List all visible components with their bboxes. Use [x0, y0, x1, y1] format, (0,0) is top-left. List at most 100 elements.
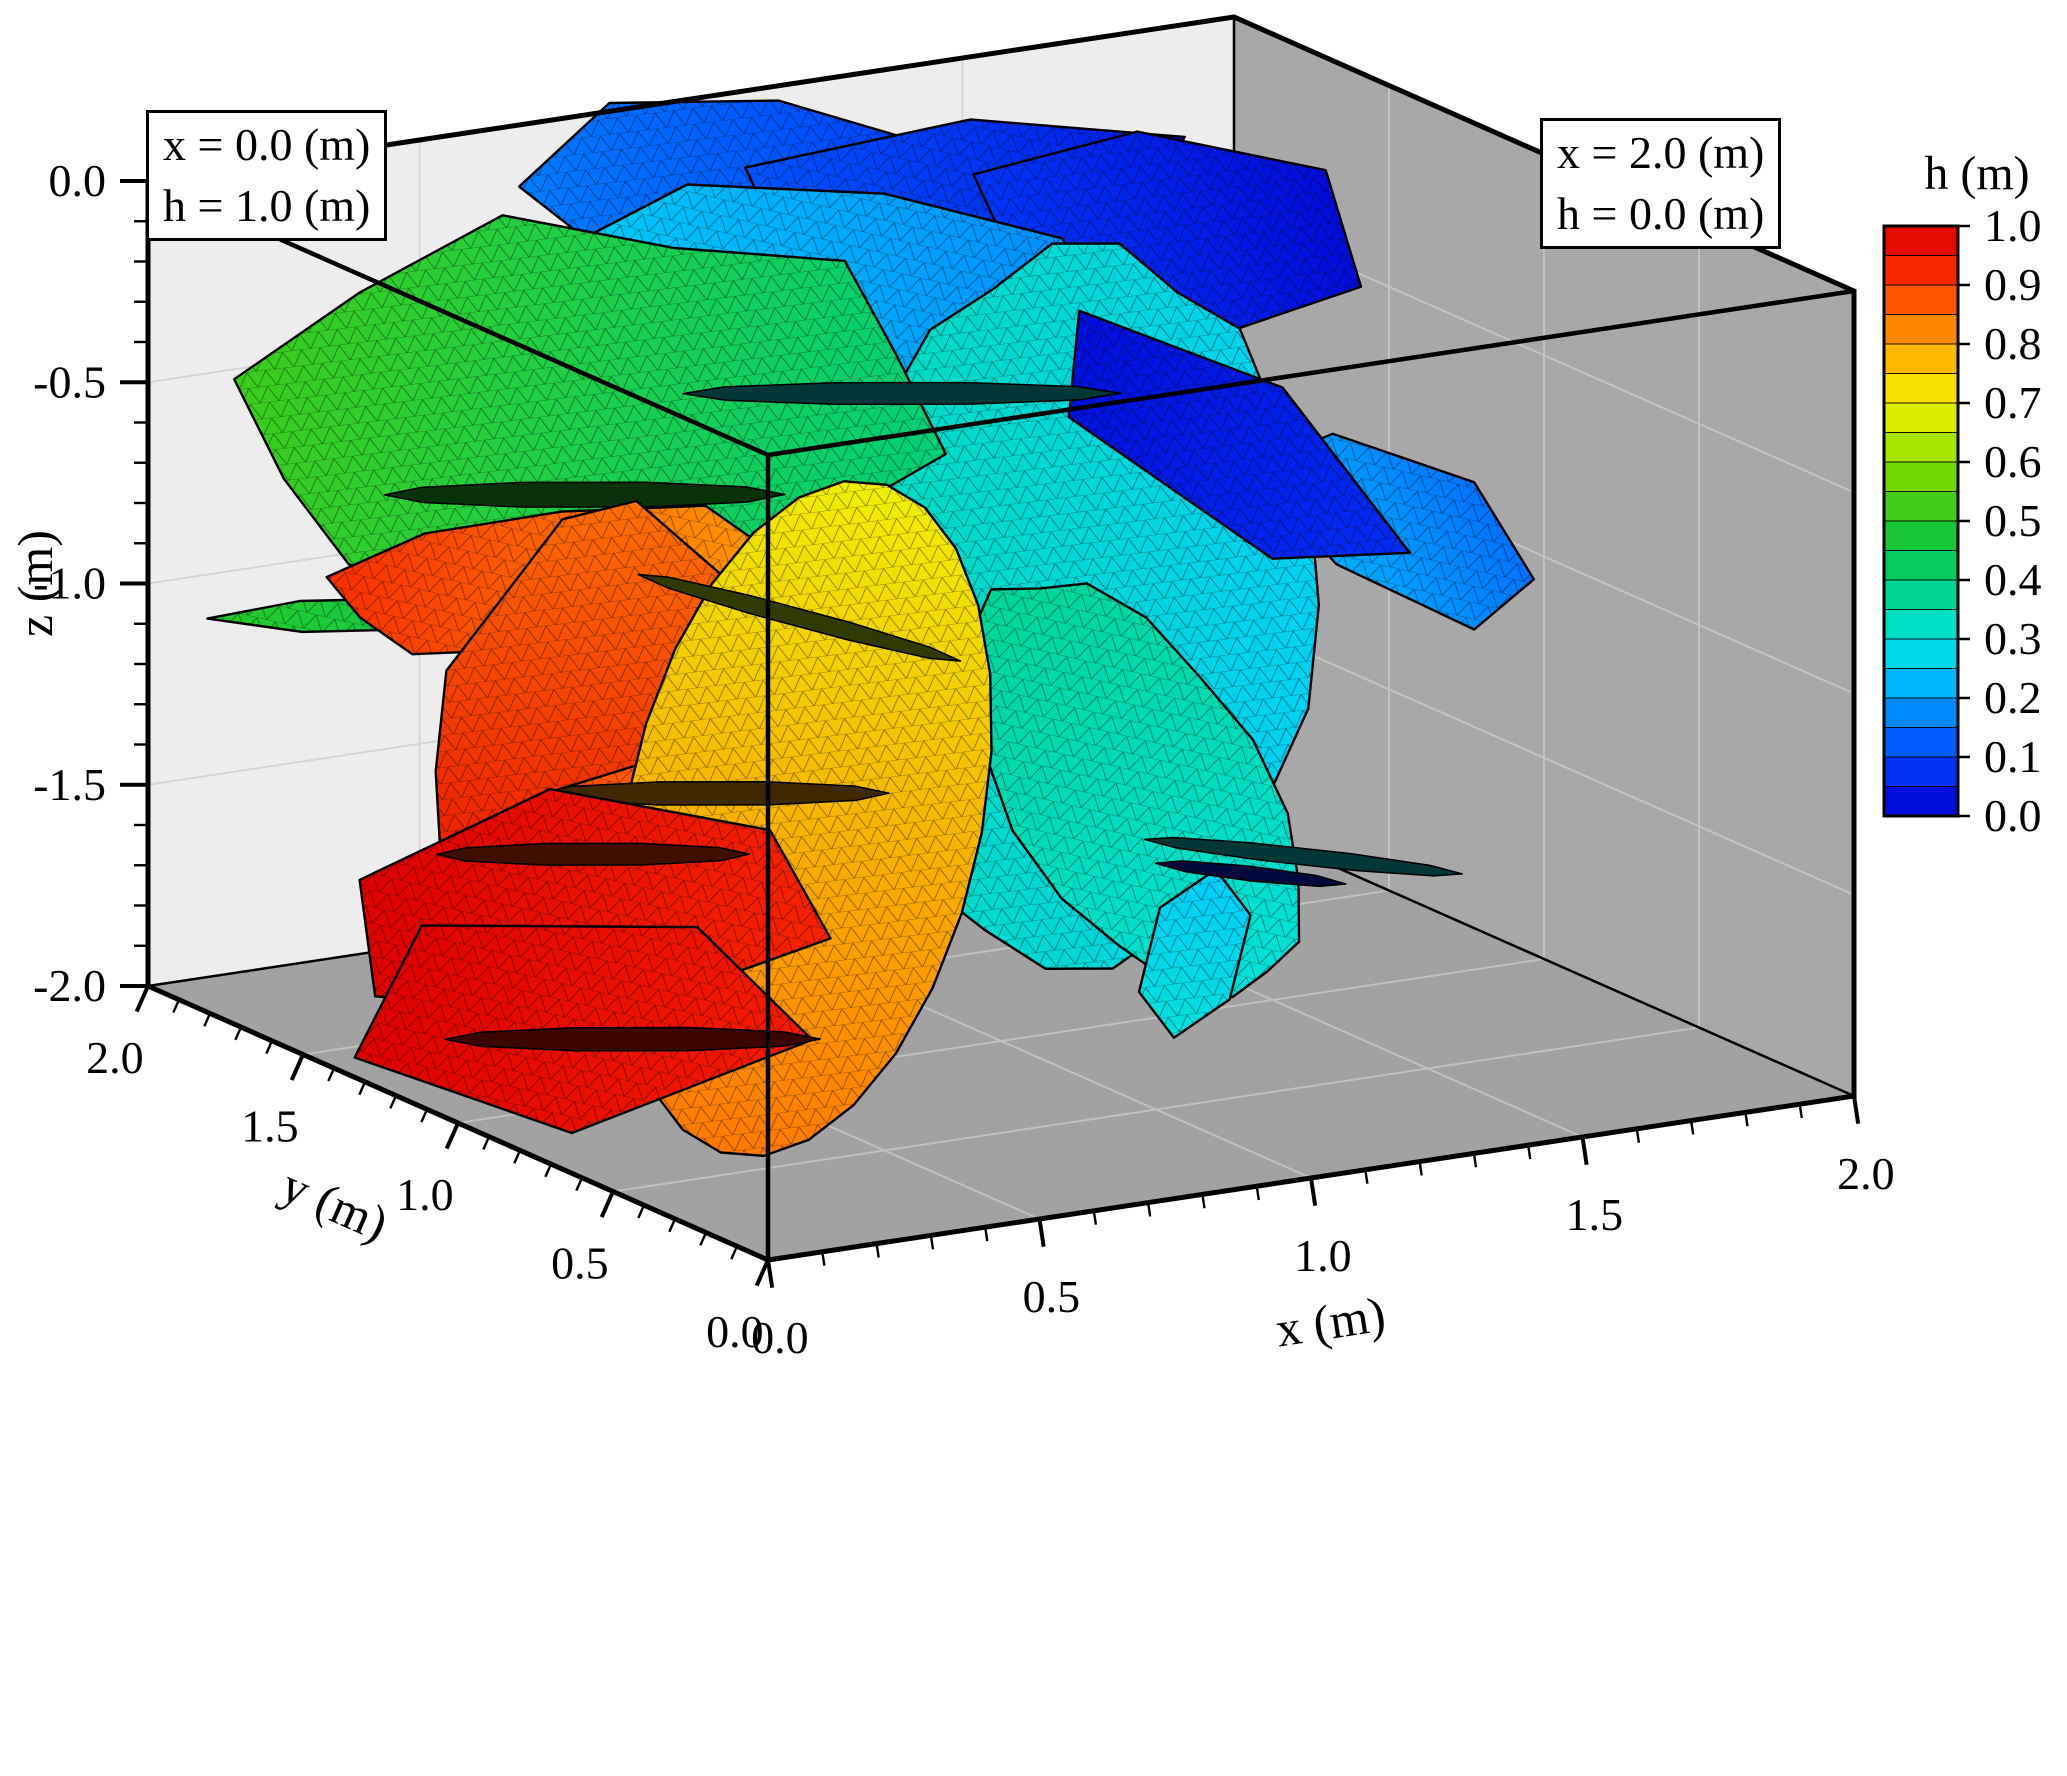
- y-axis-tick: [203, 1012, 212, 1027]
- colorbar-tick-label: 0.3: [1984, 613, 2042, 664]
- fracture-sliver-top: [383, 481, 786, 508]
- x-axis-tick: [1527, 1145, 1532, 1160]
- y-axis-tick-label: 0.0: [706, 1306, 764, 1357]
- x-axis-tick: [1852, 1095, 1861, 1124]
- colorbar-tick-label: 0.1: [1984, 731, 2042, 782]
- fracture-cyan-small-bottom: [1137, 868, 1252, 1039]
- x-axis-tick: [1146, 1202, 1152, 1217]
- x-axis-tick-label: 1.5: [1566, 1189, 1624, 1240]
- x-axis-tick: [1092, 1210, 1098, 1225]
- z-axis-tick-label: -1.5: [33, 759, 106, 810]
- x-axis-title: x (m): [1272, 1286, 1389, 1358]
- colorbar-band: [1883, 491, 1959, 523]
- x-axis-tick: [1689, 1120, 1695, 1135]
- x-axis-tick: [1309, 1177, 1318, 1206]
- y-axis-tick: [637, 1204, 646, 1219]
- annotation-line-h: h = 0.0 (m): [1557, 187, 1765, 239]
- x-axis-tick: [766, 1259, 775, 1288]
- x-axis-tick: [1580, 1136, 1589, 1165]
- y-axis-tick: [358, 1081, 367, 1096]
- x-axis-tick-label: 0.5: [1023, 1271, 1081, 1322]
- colorbar-band: [1883, 579, 1959, 611]
- x-axis-tick: [1255, 1186, 1260, 1201]
- y-axis-tick: [544, 1163, 553, 1178]
- colorbar-title: h (m): [1924, 147, 2030, 200]
- colorbar-band: [1883, 727, 1959, 759]
- fracture-sliver-mid2: [436, 842, 751, 866]
- x-axis-tick-label: 1.0: [1294, 1230, 1352, 1281]
- y-axis-tick: [420, 1108, 429, 1123]
- fracture-sliver-low: [444, 1026, 821, 1052]
- annotation-outlet-boundary: x = 2.0 (m) h = 0.0 (m): [1540, 118, 1782, 250]
- fracture-sliver-upper-mid: [682, 381, 1122, 406]
- x-axis-tick: [875, 1243, 880, 1258]
- colorbar: 1.0 0.9 0.8 0.7 0.6 0.5 0.4 0.3 0.2 0.1 0.0: [1882, 200, 2042, 841]
- colorbar-tick-label: 0.8: [1984, 318, 2042, 369]
- colorbar-tick-label: 0.0: [1984, 790, 2042, 841]
- y-axis-tick: [172, 999, 181, 1013]
- y-axis-tick: [234, 1026, 243, 1041]
- x-axis-tick: [1364, 1169, 1369, 1184]
- colorbar-band: [1883, 343, 1959, 375]
- x-axis-tick: [1472, 1153, 1478, 1168]
- x-axis-tick: [929, 1235, 935, 1250]
- y-axis-tick: [513, 1149, 522, 1164]
- colorbar-tick-label: 0.7: [1984, 377, 2042, 428]
- colorbar-band: [1883, 786, 1959, 818]
- fracture-sliver-khaki: [637, 573, 962, 662]
- annotation-line-x: x = 0.0 (m): [163, 119, 371, 170]
- x-axis-tick: [1418, 1161, 1423, 1176]
- colorbar-band: [1883, 520, 1959, 552]
- colorbar-band: [1883, 432, 1959, 464]
- fracture-sliver-blue-right: [1154, 860, 1347, 888]
- y-axis-tick: [444, 1122, 460, 1150]
- y-axis-tick: [134, 985, 150, 1013]
- colorbar-band: [1883, 225, 1959, 257]
- x-axis-tick-label: 0.0: [751, 1312, 809, 1363]
- colorbar-band: [1883, 638, 1959, 670]
- colorbar-band: [1883, 461, 1959, 493]
- colorbar-band: [1883, 402, 1959, 434]
- x-axis-tick: [1037, 1218, 1046, 1247]
- x-axis-tick: [984, 1227, 989, 1242]
- z-axis-title: z (m): [7, 530, 63, 637]
- colorbar-band: [1883, 284, 1959, 316]
- x-axis-tick: [1798, 1104, 1803, 1119]
- y-axis-title: y (m): [273, 1156, 396, 1252]
- colorbar-band: [1883, 756, 1959, 788]
- y-axis-tick: [289, 1053, 305, 1081]
- colorbar-band: [1883, 550, 1959, 582]
- annotation-line-x: x = 2.0 (m): [1557, 127, 1765, 178]
- fracture-sliver-right: [1143, 836, 1463, 877]
- x-axis-tick: [821, 1251, 826, 1266]
- y-axis-tick: [389, 1095, 398, 1109]
- colorbar-band: [1883, 255, 1959, 287]
- y-axis-tick-label: 1.5: [241, 1101, 299, 1152]
- y-axis-tick: [599, 1190, 615, 1218]
- y-axis-tick: [482, 1136, 491, 1150]
- y-axis-tick-label: 0.5: [551, 1238, 609, 1289]
- colorbar-tick-label: 0.2: [1984, 672, 2042, 723]
- y-axis-tick: [699, 1232, 708, 1246]
- colorbar-tick-label: 0.6: [1984, 436, 2042, 487]
- y-axis-tick-label: 1.0: [396, 1169, 454, 1220]
- colorbar-band: [1883, 668, 1959, 700]
- x-axis-tick: [1635, 1128, 1641, 1143]
- y-axis-tick: [575, 1177, 584, 1192]
- x-axis-tick-label: 2.0: [1837, 1148, 1895, 1199]
- annotation-inlet-boundary: x = 0.0 (m) h = 1.0 (m): [146, 110, 388, 242]
- colorbar-band: [1883, 373, 1959, 405]
- fractures: [206, 99, 1536, 1158]
- z-axis-tick-label: -2.0: [33, 960, 106, 1011]
- y-axis-tick: [668, 1218, 677, 1233]
- fracture-blue-pentagon: [1067, 309, 1412, 560]
- y-axis-tick: [327, 1067, 336, 1082]
- z-axis-tick-label: -1.0: [33, 558, 106, 609]
- z-axis-tick-label: -0.5: [33, 356, 106, 407]
- colorbar-tick-label: 0.9: [1984, 259, 2042, 310]
- x-axis-tick: [1744, 1112, 1749, 1127]
- z-axis-tick-label: 0.0: [49, 155, 107, 206]
- colorbar-tick-label: 1.0: [1984, 200, 2042, 251]
- colorbar-band: [1883, 697, 1959, 729]
